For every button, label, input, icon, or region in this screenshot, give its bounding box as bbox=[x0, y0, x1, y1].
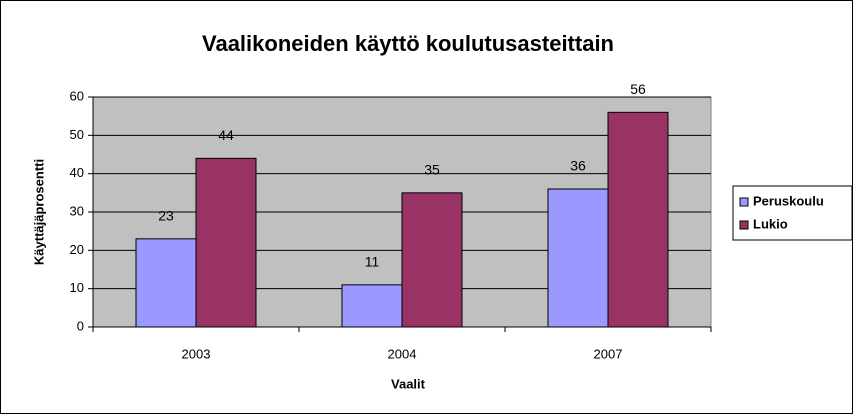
y-tick-label: 10 bbox=[70, 280, 84, 295]
bar bbox=[341, 284, 403, 328]
x-tick-label: 2003 bbox=[182, 346, 211, 361]
data-label: 11 bbox=[365, 254, 380, 270]
chart-title: Vaalikoneiden käyttö koulutusasteittain bbox=[202, 31, 614, 56]
data-label: 35 bbox=[424, 162, 440, 178]
data-label: 36 bbox=[570, 158, 586, 174]
legend-label: Lukio bbox=[753, 216, 788, 231]
data-label: 44 bbox=[218, 127, 234, 143]
bar bbox=[547, 188, 609, 328]
y-axis-label: Käyttäjäprosentti bbox=[31, 159, 46, 265]
bar bbox=[135, 238, 197, 328]
bar bbox=[607, 111, 669, 328]
x-tick-label: 2007 bbox=[594, 346, 623, 361]
x-axis-label: Vaalit bbox=[391, 376, 426, 391]
legend-swatch bbox=[739, 197, 749, 207]
x-tick-label: 2004 bbox=[388, 346, 417, 361]
y-tick-label: 50 bbox=[70, 127, 84, 142]
bar bbox=[195, 157, 257, 328]
bar bbox=[401, 192, 463, 328]
y-tick-label: 0 bbox=[77, 318, 84, 333]
y-tick-label: 30 bbox=[70, 203, 84, 218]
y-tick-label: 60 bbox=[70, 88, 84, 103]
data-label: 56 bbox=[630, 81, 646, 97]
legend-label: Peruskoulu bbox=[753, 193, 824, 208]
legend-swatch bbox=[739, 220, 749, 230]
y-tick-label: 40 bbox=[70, 165, 84, 180]
legend-box bbox=[732, 185, 853, 241]
y-tick-label: 20 bbox=[70, 242, 84, 257]
data-label: 23 bbox=[158, 208, 174, 224]
